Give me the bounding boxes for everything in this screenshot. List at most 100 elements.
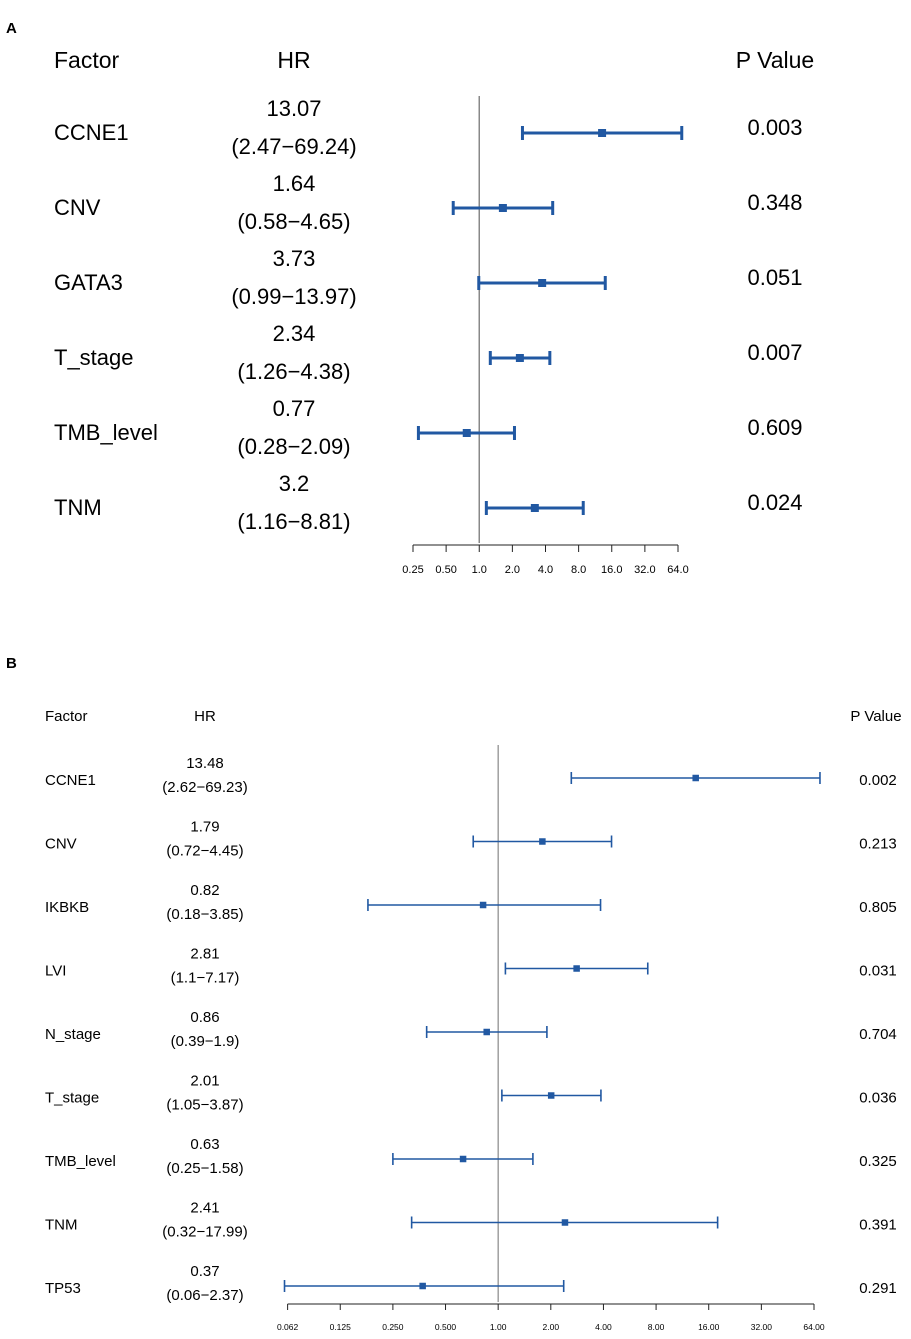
hr-value: 2.41 — [190, 1200, 219, 1217]
x-tick-label: 0.250 — [382, 1322, 404, 1332]
hr-value: 2.34 — [273, 321, 316, 346]
factor-label: CNV — [54, 195, 101, 220]
p-value: 0.213 — [859, 836, 897, 853]
x-tick-label: 32.00 — [751, 1322, 773, 1332]
p-value: 0.609 — [747, 415, 802, 440]
hr-ci: (0.72−4.45) — [166, 843, 243, 860]
x-tick-label: 0.25 — [402, 564, 423, 576]
p-value: 0.036 — [859, 1090, 897, 1107]
hr-value: 1.64 — [273, 171, 316, 196]
hr-ci: (0.18−3.85) — [166, 906, 243, 923]
hr-point-marker — [479, 901, 487, 909]
panel-a-factor-header: Factor — [54, 47, 120, 73]
hr-point-marker — [561, 1219, 569, 1226]
p-value: 0.805 — [859, 899, 897, 916]
hr-ci: (1.26−4.38) — [237, 359, 350, 384]
panel-a-label: A — [6, 20, 17, 37]
hr-value: 1.79 — [190, 819, 219, 836]
hr-ci: (0.58−4.65) — [237, 209, 350, 234]
factor-label: TP53 — [45, 1280, 81, 1297]
hr-value: 3.2 — [279, 471, 310, 496]
hr-point-marker — [498, 204, 507, 212]
factor-label: TMB_level — [54, 420, 158, 445]
x-tick-label: 1.00 — [490, 1322, 507, 1332]
panel-a-pvalue-header: P Value — [736, 47, 814, 73]
p-value: 0.291 — [859, 1280, 897, 1297]
hr-ci: (0.39−1.9) — [171, 1033, 240, 1050]
x-tick-label: 4.00 — [595, 1322, 612, 1332]
factor-label: IKBKB — [45, 899, 89, 916]
factor-label: TNM — [45, 1217, 78, 1234]
hr-point-marker — [692, 774, 699, 782]
panel-b-factor-header: Factor — [45, 708, 88, 725]
p-value: 0.007 — [747, 340, 802, 365]
p-value: 0.002 — [859, 772, 897, 789]
hr-point-marker — [573, 965, 580, 972]
factor-label: LVI — [45, 963, 66, 980]
hr-point-marker — [547, 1092, 555, 1099]
x-tick-label: 64.00 — [803, 1322, 825, 1332]
factor-label: T_stage — [54, 345, 134, 370]
hr-point-marker — [598, 129, 607, 137]
p-value: 0.704 — [859, 1026, 897, 1043]
hr-value: 2.81 — [190, 946, 219, 963]
panel-b-pvalue-header: P Value — [850, 708, 901, 725]
hr-ci: (0.25−1.58) — [166, 1160, 243, 1177]
hr-ci: (1.05−3.87) — [166, 1097, 243, 1114]
hr-ci: (2.47−69.24) — [231, 134, 356, 159]
p-value: 0.051 — [747, 265, 802, 290]
hr-value: 3.73 — [273, 246, 316, 271]
p-value: 0.325 — [859, 1153, 897, 1170]
x-tick-label: 32.0 — [634, 564, 655, 576]
factor-label: CCNE1 — [45, 772, 96, 789]
hr-value: 13.48 — [186, 755, 224, 772]
hr-ci: (0.32−17.99) — [162, 1224, 247, 1241]
hr-point-marker — [419, 1282, 426, 1290]
hr-value: 0.77 — [273, 396, 316, 421]
hr-point-marker — [538, 279, 547, 287]
factor-label: GATA3 — [54, 270, 123, 295]
hr-point-marker — [539, 838, 546, 845]
hr-value: 0.37 — [190, 1263, 219, 1280]
hr-value: 0.86 — [190, 1009, 219, 1026]
factor-label: TNM — [54, 495, 102, 520]
x-tick-label: 2.00 — [543, 1322, 560, 1332]
factor-label: CNV — [45, 836, 77, 853]
p-value: 0.391 — [859, 1217, 897, 1234]
x-tick-label: 0.125 — [330, 1322, 352, 1332]
hr-point-marker — [530, 504, 539, 512]
x-tick-label: 0.50 — [435, 564, 456, 576]
p-value: 0.024 — [747, 490, 802, 515]
hr-ci: (0.28−2.09) — [237, 434, 350, 459]
x-tick-label: 0.062 — [277, 1322, 299, 1332]
hr-value: 2.01 — [190, 1073, 219, 1090]
factor-label: T_stage — [45, 1090, 99, 1107]
hr-value: 0.63 — [190, 1136, 219, 1153]
p-value: 0.003 — [747, 115, 802, 140]
x-tick-label: 64.0 — [667, 564, 688, 576]
panel-b-hr-header: HR — [194, 708, 216, 725]
p-value: 0.348 — [747, 190, 802, 215]
hr-point-marker — [515, 354, 524, 362]
hr-ci: (1.1−7.17) — [171, 970, 240, 987]
x-tick-label: 4.0 — [538, 564, 553, 576]
x-tick-label: 2.0 — [505, 564, 520, 576]
factor-label: TMB_level — [45, 1153, 116, 1170]
panel-b-label: B — [6, 655, 17, 672]
hr-value: 13.07 — [266, 96, 321, 121]
x-tick-label: 0.500 — [435, 1322, 457, 1332]
x-tick-label: 16.0 — [601, 564, 622, 576]
panel-a-forest-plot: 0.25 0.50 1.0 2.0 4.0 8.0 16.0 32.0 64.0 CCNE1 13.… — [54, 96, 803, 576]
hr-point-marker — [483, 1028, 490, 1036]
panel-b-forest-plot: 0.062 0.125 0.250 0.500 1.00 2.00 4.00 8.00 16.0… — [45, 745, 897, 1332]
x-tick-label: 8.0 — [571, 564, 586, 576]
hr-ci: (0.99−13.97) — [231, 284, 356, 309]
factor-label: CCNE1 — [54, 120, 129, 145]
hr-ci: (2.62−69.23) — [162, 779, 247, 796]
panel-a-hr-header: HR — [277, 47, 310, 73]
factor-label: N_stage — [45, 1026, 101, 1043]
hr-point-marker — [459, 1155, 467, 1163]
hr-point-marker — [462, 429, 471, 437]
hr-value: 0.82 — [190, 882, 219, 899]
